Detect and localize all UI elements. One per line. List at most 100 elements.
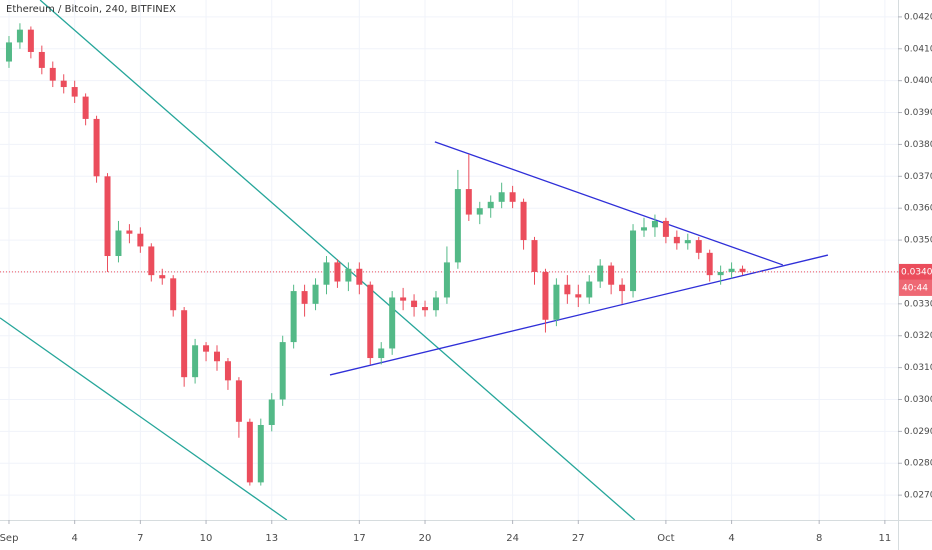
x-tick-label: 13 xyxy=(265,533,278,544)
candle-body xyxy=(432,297,439,311)
y-tick-label: 0.040000 xyxy=(904,76,932,86)
candle-body xyxy=(27,29,34,52)
candle-body xyxy=(137,233,144,247)
candle-body xyxy=(16,29,23,43)
candle-body xyxy=(82,96,89,119)
candle-body xyxy=(695,240,702,253)
candle-body xyxy=(389,297,396,349)
candle-body xyxy=(640,227,647,231)
candle-body xyxy=(224,361,231,381)
candle-body xyxy=(597,265,604,282)
candle-body xyxy=(531,240,538,272)
candle-body xyxy=(312,284,319,304)
candle-body xyxy=(454,189,461,263)
y-tick-label: 0.030000 xyxy=(904,395,932,405)
candle-body xyxy=(498,192,505,202)
candle-body xyxy=(651,220,658,228)
candle-body xyxy=(279,342,286,400)
chart-title: Ethereum / Bitcoin, 240, BITFINEX xyxy=(6,4,176,15)
candle-body xyxy=(367,284,374,359)
last-price-box xyxy=(899,263,932,280)
candle-body xyxy=(115,230,122,257)
grid xyxy=(0,0,898,520)
countdown-label: 40:44 xyxy=(902,283,928,293)
y-tick-label: 0.029000 xyxy=(904,427,932,437)
x-tick-label: 4 xyxy=(71,533,77,544)
candle-body xyxy=(673,236,680,244)
candle-body xyxy=(717,271,724,276)
candle-body xyxy=(608,265,615,285)
candle-body xyxy=(235,380,242,422)
candle-body xyxy=(192,345,199,378)
candle-body xyxy=(159,275,166,279)
candle-body xyxy=(706,252,713,276)
candle-body xyxy=(728,268,735,272)
candle-body xyxy=(476,208,483,215)
trend-line xyxy=(329,254,829,376)
x-tick-label: 24 xyxy=(506,533,519,544)
x-tick-label: 10 xyxy=(200,533,213,544)
y-tick-label: 0.032000 xyxy=(904,331,932,341)
candle-body xyxy=(49,67,56,81)
axes: 0.027000 0.028000 0.029000 0.030000 0.031000… xyxy=(0,12,932,544)
candle-body xyxy=(5,42,12,62)
candle-body xyxy=(739,268,746,272)
candle-body xyxy=(38,51,45,68)
candle-body xyxy=(214,351,221,362)
candle-body xyxy=(422,307,429,311)
candle-body xyxy=(290,291,297,343)
y-tick-label: 0.037000 xyxy=(904,172,932,182)
y-tick-label: 0.027000 xyxy=(904,491,932,501)
candle-body xyxy=(246,421,253,483)
candle-body xyxy=(400,297,407,301)
candle-body xyxy=(71,87,78,97)
candle-body xyxy=(301,291,308,304)
x-tick-label: 20 xyxy=(419,533,432,544)
candle-body xyxy=(170,278,177,311)
candle-body xyxy=(553,284,560,320)
candle-body xyxy=(630,230,637,292)
x-tick-label: Oct xyxy=(657,533,674,544)
trend-line xyxy=(0,317,288,521)
candles xyxy=(5,23,746,486)
candle-body xyxy=(520,201,527,241)
candle-body xyxy=(345,268,352,282)
candle-body xyxy=(564,284,571,295)
x-tick-label: 4 xyxy=(728,533,734,544)
x-tick-label: Sep xyxy=(0,533,18,544)
y-tick-label: 0.035000 xyxy=(904,236,932,246)
x-tick-label: 11 xyxy=(878,533,891,544)
x-tick-label: 17 xyxy=(353,533,366,544)
candle-body xyxy=(542,271,549,320)
candle-body xyxy=(487,201,494,209)
candle-body xyxy=(586,281,593,298)
candle-body xyxy=(126,230,133,234)
candle-body xyxy=(509,192,516,202)
candle-body xyxy=(443,262,450,298)
candle-body xyxy=(323,262,330,285)
candle-body xyxy=(411,300,418,308)
x-tick-label: 27 xyxy=(572,533,585,544)
y-tick-label: 0.031000 xyxy=(904,363,932,373)
candle-body xyxy=(619,284,626,292)
candle-body xyxy=(356,268,363,285)
y-tick-label: 0.042000 xyxy=(904,12,932,22)
y-tick-label: 0.039000 xyxy=(904,108,932,118)
candle-body xyxy=(575,294,582,298)
candle-body xyxy=(684,240,691,244)
candle-body xyxy=(104,176,111,257)
candle-body xyxy=(148,246,155,276)
countdown-box xyxy=(899,279,932,296)
candle-body xyxy=(334,262,341,282)
candle-body xyxy=(203,345,210,352)
candle-body xyxy=(181,310,188,378)
y-tick-label: 0.038000 xyxy=(904,140,932,150)
candle-body xyxy=(268,399,275,425)
candle-body xyxy=(465,189,472,215)
y-tick-label: 0.033000 xyxy=(904,299,932,309)
candle-body xyxy=(93,118,100,177)
candle-body xyxy=(257,424,264,483)
last-price-label: 0.034001 xyxy=(901,267,932,277)
